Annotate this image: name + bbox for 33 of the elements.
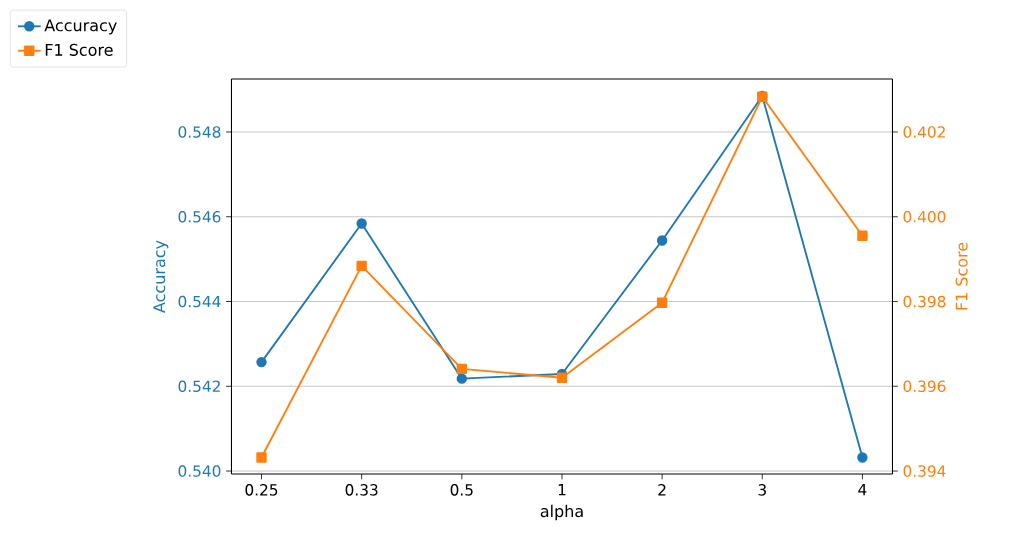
legend-label: F1 Score <box>45 43 113 56</box>
y2-tick-label: 0.394 <box>903 465 946 477</box>
x-axis-title: alpha <box>540 504 583 521</box>
y-tick-label: 0.546 <box>178 210 221 223</box>
point <box>256 452 267 463</box>
point <box>857 452 868 463</box>
point <box>356 260 367 272</box>
y2-tick-label: 0.398 <box>903 295 946 308</box>
x-tick-label: 4 <box>858 484 867 496</box>
point <box>656 235 668 246</box>
y2-axis-title: F1 Score <box>955 242 968 310</box>
y2-tick-label: 0.400 <box>903 210 946 223</box>
x-tick-label: 0.25 <box>245 484 278 496</box>
point <box>456 363 468 375</box>
x-tick-label: 1 <box>558 484 566 496</box>
y-tick-label: 0.548 <box>178 126 221 138</box>
point <box>356 218 367 229</box>
y2-tick-label: 0.402 <box>903 126 945 138</box>
point <box>456 373 468 384</box>
y-axis-title: Accuracy <box>153 240 169 313</box>
point <box>556 372 568 383</box>
y-tick-label: 0.540 <box>178 465 221 477</box>
point <box>656 297 668 308</box>
point <box>857 230 868 242</box>
x-tick-label: 0.5 <box>450 484 473 496</box>
x-tick-label: 0.33 <box>345 484 378 496</box>
point <box>256 356 267 368</box>
y2-tick-label: 0.396 <box>903 380 946 393</box>
y-tick-label: 0.542 <box>178 380 220 393</box>
y-tick-label: 0.544 <box>178 295 221 308</box>
legend-label: Accuracy <box>44 19 117 35</box>
x-tick-label: 2 <box>658 484 666 496</box>
x-tick-label: 3 <box>758 484 766 496</box>
